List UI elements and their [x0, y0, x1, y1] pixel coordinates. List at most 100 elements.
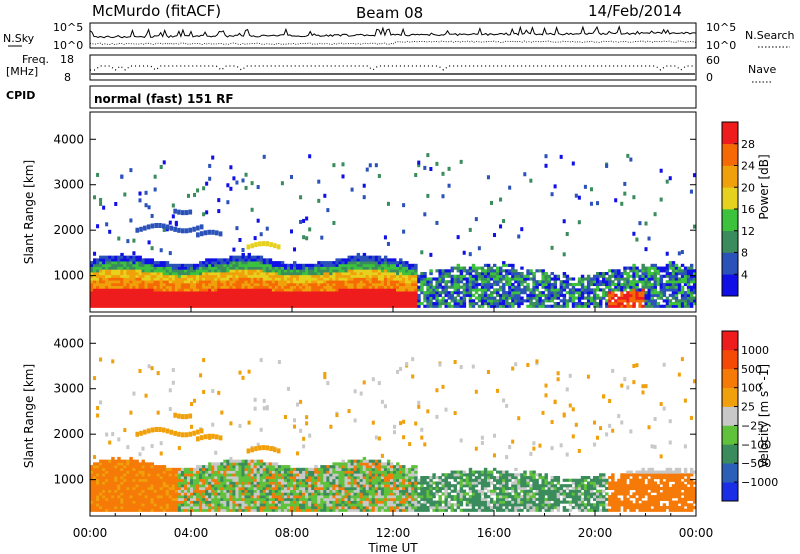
heatmap-cell	[341, 465, 345, 469]
heatmap-cell	[241, 462, 245, 466]
heatmap-cell	[208, 486, 212, 491]
heatmap-cell	[268, 492, 273, 496]
heatmap-cell	[559, 299, 564, 303]
heatmap-cell	[193, 470, 197, 474]
heatmap-cell	[93, 497, 97, 501]
heatmap-cell	[235, 226, 239, 231]
heatmap-cell	[196, 291, 200, 295]
heatmap-cell	[320, 274, 324, 278]
heatmap-cell	[317, 291, 321, 295]
heatmap-cell	[186, 293, 191, 297]
heatmap-cell	[638, 280, 642, 284]
heatmap-cell	[132, 489, 136, 493]
heatmap-cell	[183, 478, 188, 482]
heatmap-cell	[350, 506, 355, 510]
heatmap-cell	[105, 489, 109, 493]
heatmap-cell	[332, 274, 336, 278]
heatmap-cell	[653, 266, 658, 270]
heatmap-cell	[265, 484, 270, 488]
heatmap-cell	[226, 481, 230, 485]
heatmap-cell	[405, 277, 409, 281]
heatmap-cell	[150, 489, 155, 493]
heatmap-cell	[359, 481, 364, 485]
heatmap-cell	[465, 285, 470, 289]
heatmap-cell	[344, 274, 348, 278]
heatmap-cell	[196, 302, 200, 306]
heatmap-cell	[235, 280, 239, 284]
heatmap-cell	[162, 495, 167, 499]
heatmap-cell	[468, 304, 473, 308]
heatmap-cell	[153, 291, 158, 295]
heatmap-cell	[265, 226, 269, 231]
heatmap-cell	[520, 277, 524, 281]
heatmap-cell	[329, 492, 333, 496]
heatmap-cell	[150, 462, 155, 466]
heatmap-cell	[280, 465, 285, 469]
heatmap-cell	[238, 423, 242, 428]
heatmap-cell	[177, 470, 182, 474]
heatmap-cell	[341, 266, 345, 270]
heatmap-cell	[193, 288, 197, 292]
heatmap-cell	[511, 296, 515, 300]
heatmap-cell	[256, 465, 261, 469]
heatmap-cell	[402, 203, 406, 208]
heatmap-cell	[450, 296, 454, 300]
heatmap-cell	[480, 269, 485, 273]
heatmap-cell	[365, 269, 370, 273]
heatmap-cell	[402, 280, 406, 284]
heatmap-cell	[353, 503, 358, 507]
heatmap-cell	[153, 293, 158, 297]
heatmap-cell	[229, 486, 233, 491]
heatmap-cell	[105, 467, 109, 471]
heatmap-cell	[271, 261, 276, 265]
heatmap-cell	[499, 274, 503, 278]
heatmap-cell	[144, 497, 148, 501]
heatmap-cell	[153, 266, 158, 270]
heatmap-cell	[347, 296, 351, 300]
heatmap-cell	[96, 296, 100, 300]
heatmap-cell	[562, 219, 566, 224]
heatmap-cell	[414, 302, 418, 306]
heatmap-cell	[338, 269, 342, 273]
heatmap-cell	[138, 497, 142, 501]
heatmap-cell	[171, 274, 176, 278]
heatmap-cell	[614, 198, 618, 203]
heatmap-cell	[580, 282, 585, 287]
heatmap-cell	[159, 506, 164, 510]
heatmap-cell	[268, 272, 273, 276]
heatmap-cell	[277, 272, 282, 276]
heatmap-cell	[583, 285, 588, 289]
heatmap-cell	[90, 269, 94, 273]
heatmap-cell	[374, 282, 379, 287]
heatmap-cell	[374, 288, 379, 292]
heatmap-cell	[244, 285, 248, 289]
heatmap-cell	[362, 478, 367, 482]
heatmap-cell	[235, 500, 239, 504]
heatmap-cell	[214, 486, 218, 491]
heatmap-cell	[626, 277, 630, 281]
heatmap-cell	[456, 304, 461, 308]
heatmap-cell	[408, 304, 412, 308]
heatmap-cell	[262, 293, 267, 297]
heatmap-cell	[608, 291, 612, 295]
heatmap-cell	[326, 261, 330, 265]
heatmap-cell	[241, 375, 245, 380]
heatmap-cell	[256, 299, 261, 303]
heatmap-cell	[171, 497, 176, 501]
heatmap-cell	[168, 486, 173, 491]
heatmap-cell	[138, 503, 142, 507]
heatmap-cell	[283, 263, 288, 267]
heatmap-cell	[189, 467, 194, 471]
heatmap-cell	[353, 296, 358, 300]
heatmap-cell	[111, 299, 115, 303]
heatmap-cell	[429, 277, 433, 281]
noise-panel-frame	[89, 22, 697, 49]
heatmap-cell	[280, 506, 285, 510]
heatmap-cell	[199, 478, 203, 482]
heatmap-cell	[105, 506, 109, 510]
heatmap-cell	[265, 282, 270, 287]
noise-sky-label: N.Sky	[3, 32, 35, 45]
heatmap-cell	[238, 508, 242, 512]
heatmap-cell	[150, 465, 155, 469]
heatmap-cell	[193, 506, 197, 510]
